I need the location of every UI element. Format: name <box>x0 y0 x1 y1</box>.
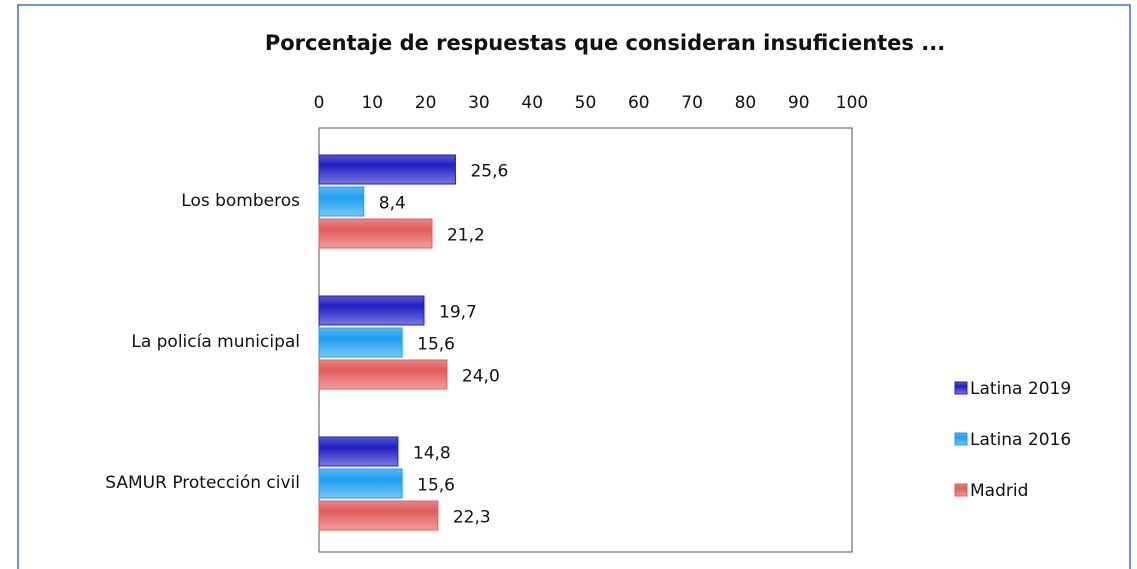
frame <box>17 4 1131 569</box>
data-label: 24,0 <box>462 367 500 387</box>
chart-title: Porcentaje de respuestas que consideran … <box>265 31 945 55</box>
legend-label: Latina 2019 <box>970 379 1071 399</box>
data-label: 21,2 <box>447 226 485 246</box>
bar <box>318 186 365 217</box>
x-tick-label: 100 <box>836 93 868 113</box>
legend-label: Latina 2016 <box>970 430 1071 450</box>
x-tick-label: 30 <box>468 93 490 113</box>
x-tick-label: 0 <box>314 93 325 113</box>
bar <box>318 154 456 185</box>
bar <box>318 359 448 390</box>
data-label: 15,6 <box>417 335 455 355</box>
y-tick-label: La policía municipal <box>131 332 300 352</box>
x-tick-label: 80 <box>735 93 757 113</box>
legend-swatch <box>954 381 968 395</box>
data-label: 22,3 <box>453 508 491 528</box>
legend-label: Madrid <box>970 481 1028 501</box>
x-tick-label: 60 <box>628 93 650 113</box>
plot-area <box>318 127 853 553</box>
x-tick-label: 50 <box>575 93 597 113</box>
y-tick-label: Los bomberos <box>181 191 300 211</box>
x-tick-label: 10 <box>361 93 383 113</box>
data-label: 15,6 <box>417 476 455 496</box>
data-label: 19,7 <box>439 303 477 323</box>
y-tick-label: SAMUR Protección civil <box>105 473 300 493</box>
x-tick-label: 90 <box>788 93 810 113</box>
x-tick-label: 70 <box>681 93 703 113</box>
bar <box>318 436 399 467</box>
data-label: 8,4 <box>379 194 406 214</box>
bar <box>318 218 433 249</box>
legend-swatch <box>954 483 968 497</box>
bar <box>318 468 403 499</box>
legend-swatch <box>954 432 968 446</box>
x-tick-label: 20 <box>415 93 437 113</box>
data-label: 14,8 <box>413 444 451 464</box>
x-tick-label: 40 <box>521 93 543 113</box>
data-label: 25,6 <box>470 162 508 182</box>
bar <box>318 500 439 531</box>
bar <box>318 327 403 358</box>
bar <box>318 295 425 326</box>
